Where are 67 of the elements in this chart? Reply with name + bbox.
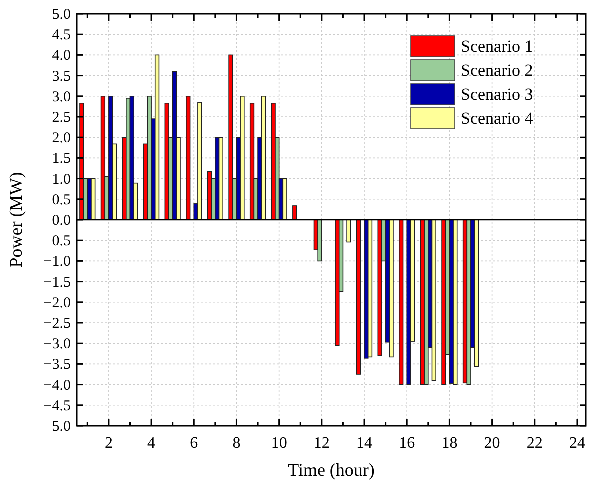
bar [130,96,134,220]
bar [399,220,404,386]
x-tick-label: 10 [271,435,288,452]
x-tick-label: 2 [104,435,113,452]
legend-label: Scenario 2 [461,61,534,80]
bar [250,103,255,220]
x-tick-label: 22 [526,435,543,452]
y-tick-label: 3.0 [52,89,71,106]
bar [154,54,160,220]
y-axis-title: Power (MW) [6,172,26,268]
x-tick-label: 24 [569,435,586,452]
y-tick-label: 1.5 [52,151,71,168]
y-tick-label: 1.0 [52,172,71,188]
y-tick-label: 0.0 [52,213,71,229]
y-tick-label: 5.0 [52,7,71,23]
y-tick-label: 3.5 [52,68,71,85]
bar [218,137,224,220]
legend-label: Scenario 3 [461,85,534,104]
y-tick-label: 2.5 [52,110,71,126]
bar [346,220,352,243]
x-tick-label: 4 [148,435,156,452]
bar [378,220,382,356]
y-tick-label: 0.5 [52,192,71,208]
y-tick-label: 0.5 [52,234,71,250]
x-axis-title: Time (hour) [288,460,375,480]
y-tick-label: 4.0 [52,48,71,64]
bar [261,96,266,220]
bar [198,102,202,220]
y-tick-label: −1.5 [44,274,71,291]
x-tick-label: 20 [484,435,500,452]
x-tick-label: 12 [314,435,330,452]
y-tick-label: −4.5 [44,398,71,414]
bar [240,96,245,220]
bar [318,220,322,262]
bar [108,96,114,220]
bar [186,96,191,220]
bar [406,220,412,386]
legend-label: Scenario 1 [461,37,534,56]
bar [172,71,178,220]
bar [282,178,288,220]
legend-label: Scenario 4 [461,109,534,128]
x-tick-label: 18 [442,435,458,452]
y-tick-label: 5.0 [52,419,71,435]
bar [91,178,96,220]
y-tick-label: −2.0 [44,295,71,312]
bar [368,220,373,358]
y-tick-label: 4.5 [52,28,71,44]
bar [335,220,340,346]
y-tick-label: −1.0 [44,254,71,270]
x-tick-label: 6 [190,435,198,452]
y-tick-label: −4.0 [44,378,71,394]
bar [228,54,234,220]
bar [356,220,362,375]
y-tick-label: −3.0 [44,336,71,353]
x-tick-label: 14 [356,435,373,452]
bar [292,206,298,220]
bar [389,220,394,358]
bar [442,220,446,386]
y-tick-label: −3.5 [44,357,71,374]
bar [424,220,429,386]
bar [474,220,480,368]
y-tick-label: −2.5 [44,316,71,332]
x-tick-label: 16 [399,435,416,452]
y-tick-label: 2.0 [52,130,71,147]
x-tick-label: 8 [232,435,241,452]
bar [453,220,458,386]
bar [432,220,436,382]
